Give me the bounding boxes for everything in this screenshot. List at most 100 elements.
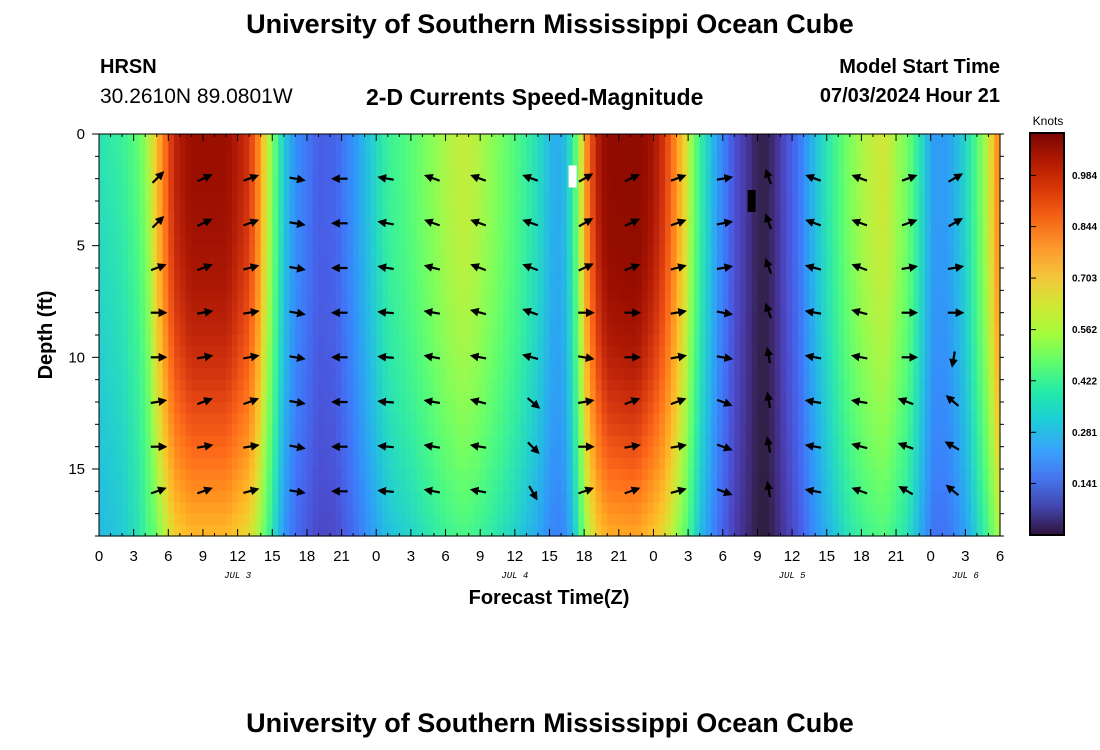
heatmap-cell — [855, 435, 862, 448]
heatmap-cell — [335, 513, 343, 526]
heatmap-cell — [757, 268, 764, 280]
heatmap-cell — [301, 234, 308, 247]
heatmap-cell — [266, 167, 273, 180]
heatmap-cell — [139, 134, 146, 146]
heatmap-cell — [601, 268, 608, 280]
heatmap-cell — [410, 390, 418, 403]
heatmap-cell — [641, 524, 649, 537]
heatmap-cell — [283, 245, 291, 258]
heatmap-cell — [872, 502, 880, 515]
heatmap-cell — [566, 402, 574, 414]
heatmap-cell — [861, 223, 868, 236]
heatmap-cell — [324, 301, 331, 314]
heatmap-cell — [364, 178, 372, 191]
heatmap-cell — [127, 435, 135, 448]
heatmap-cell — [601, 201, 608, 213]
heatmap-cell — [353, 368, 360, 381]
heatmap-cell — [555, 234, 562, 247]
heatmap-cell — [561, 301, 568, 314]
heatmap-cell — [595, 290, 603, 303]
heatmap-cell — [376, 134, 383, 146]
heatmap-cell — [555, 335, 562, 347]
heatmap-cell — [578, 279, 585, 291]
heatmap-cell — [243, 212, 250, 224]
heatmap-cell — [763, 379, 770, 392]
heatmap-cell — [711, 301, 718, 314]
heatmap-cell — [815, 279, 822, 291]
heatmap-cell — [555, 256, 562, 269]
heatmap-cell — [353, 491, 360, 504]
heatmap-cell — [462, 469, 470, 481]
heatmap-cell — [578, 223, 585, 236]
heatmap-cell — [561, 335, 568, 347]
heatmap-cell — [116, 524, 123, 537]
heatmap-cell — [382, 402, 389, 414]
heatmap-cell — [289, 134, 296, 146]
heatmap-cell — [243, 390, 250, 403]
heatmap-cell — [584, 134, 591, 146]
heatmap-cell — [572, 312, 579, 325]
heatmap-cell — [514, 290, 522, 303]
heatmap-cell — [260, 368, 268, 381]
heatmap-cell — [208, 212, 216, 224]
heatmap-cell — [532, 469, 539, 481]
heatmap-cell — [110, 390, 117, 403]
heatmap-cell — [716, 435, 724, 448]
heatmap-cell — [410, 502, 418, 515]
heatmap-cell — [572, 245, 579, 258]
heatmap-cell — [485, 368, 493, 381]
heatmap-cell — [792, 245, 799, 258]
heatmap-cell — [555, 323, 562, 336]
heatmap-cell — [104, 301, 112, 314]
heatmap-cell — [584, 402, 591, 414]
heatmap-cell — [202, 390, 210, 403]
heatmap-cell — [855, 502, 862, 515]
heatmap-cell — [722, 435, 730, 448]
heatmap-cell — [537, 245, 545, 258]
heatmap-cell — [566, 524, 574, 537]
heatmap-cell — [647, 189, 655, 202]
heatmap-cell — [387, 379, 395, 392]
heatmap-cell — [174, 524, 181, 537]
heatmap-cell — [566, 145, 574, 157]
heatmap-cell — [104, 357, 112, 370]
heatmap-cell — [364, 480, 372, 492]
heatmap-cell — [896, 379, 903, 392]
heatmap-cell — [555, 312, 562, 325]
heatmap-cell — [838, 368, 845, 381]
heatmap-cell — [122, 413, 129, 425]
heatmap-cell — [728, 256, 735, 269]
heatmap-cell — [330, 390, 337, 403]
heatmap-cell — [254, 279, 262, 291]
heatmap-cell — [208, 234, 216, 247]
heatmap-cell — [99, 413, 106, 425]
heatmap-cell — [457, 335, 464, 347]
heatmap-cell — [116, 457, 123, 470]
heatmap-cell — [260, 189, 268, 202]
heatmap-cell — [278, 368, 285, 381]
heatmap-cell — [208, 178, 216, 191]
heatmap-cell — [670, 145, 678, 157]
heatmap-cell — [872, 279, 880, 291]
heatmap-cell — [416, 435, 424, 448]
heatmap-cell — [254, 223, 262, 236]
heatmap-cell — [468, 446, 476, 459]
heatmap-cell — [104, 379, 112, 392]
heatmap-cell — [665, 290, 672, 303]
heatmap-cell — [566, 413, 574, 425]
heatmap-cell — [104, 279, 112, 291]
heatmap-cell — [387, 502, 395, 515]
heatmap-cell — [289, 268, 296, 280]
heatmap-cell — [174, 368, 181, 381]
heatmap-cell — [480, 134, 487, 146]
heatmap-cell — [618, 502, 626, 515]
heatmap-cell — [197, 268, 204, 280]
heatmap-cell — [353, 234, 360, 247]
heatmap-cell — [179, 234, 187, 247]
heatmap-cell — [99, 178, 106, 191]
heatmap-cell — [509, 502, 516, 515]
heatmap-cell — [462, 134, 470, 146]
heatmap-cell — [630, 134, 637, 146]
heatmap-cell — [774, 524, 782, 537]
heatmap-cell — [716, 312, 724, 325]
